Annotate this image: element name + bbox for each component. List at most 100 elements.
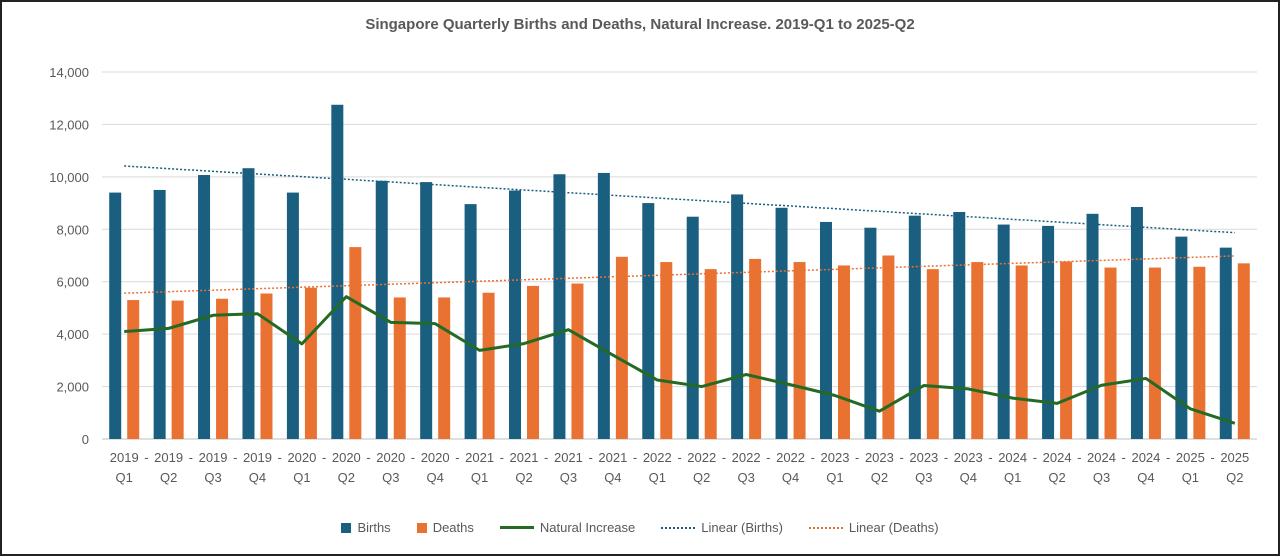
bar-deaths: [615, 256, 628, 439]
x-tick-label: 2022: [732, 450, 761, 465]
bar-deaths: [749, 258, 762, 439]
bar-deaths: [527, 285, 540, 439]
legend-label: Linear (Deaths): [848, 520, 939, 535]
x-tick-separator: -: [322, 450, 326, 465]
bar-births: [775, 207, 788, 439]
x-tick-separator: -: [411, 450, 415, 465]
bar-deaths: [1148, 267, 1161, 439]
legend-label: Deaths: [432, 520, 474, 535]
bar-births: [1175, 236, 1188, 439]
bar-births: [331, 104, 344, 440]
line-natural-increase: [124, 295, 1236, 425]
x-tick-label: 2024: [1087, 450, 1116, 465]
x-tick-separator: -: [189, 450, 193, 465]
bar-births: [597, 172, 610, 440]
bar-births: [420, 182, 433, 439]
legend-swatch: [661, 526, 696, 529]
legend-label: Births: [357, 520, 391, 535]
bar-deaths: [660, 262, 673, 439]
x-tick-label: 2023: [954, 450, 983, 465]
x-tick-label: 2020: [421, 450, 450, 465]
x-tick-separator: -: [899, 450, 903, 465]
bar-deaths: [393, 297, 406, 439]
bar-births: [464, 204, 477, 439]
bar-deaths: [926, 269, 939, 439]
x-tick-separator: -: [722, 450, 726, 465]
x-tick-separator: -: [1077, 450, 1081, 465]
x-tick-label: Q2: [338, 470, 355, 485]
x-tick-separator: -: [278, 450, 282, 465]
x-tick-label: 2019: [110, 450, 139, 465]
bar-births: [1042, 225, 1055, 439]
x-tick-label: Q1: [293, 470, 310, 485]
bar-deaths: [216, 298, 229, 439]
x-tick-label: Q3: [737, 470, 754, 485]
x-tick-label: Q1: [1182, 470, 1199, 485]
bar-deaths: [882, 255, 895, 439]
x-tick-label: 2025: [1220, 450, 1249, 465]
legend-item: Deaths: [416, 520, 474, 535]
y-tick-label: 6,000: [56, 275, 89, 290]
bar-deaths: [171, 300, 184, 439]
bar-deaths: [127, 300, 140, 439]
legend-item: Natural Increase: [499, 520, 635, 535]
legend-item: Births: [341, 520, 391, 535]
legend-item: Linear (Deaths): [808, 520, 939, 535]
x-tick-label: Q1: [649, 470, 666, 485]
bar-births: [642, 203, 655, 439]
x-tick-label: 2025: [1176, 450, 1205, 465]
legend-swatch: [341, 522, 352, 533]
bar-deaths: [704, 269, 717, 439]
y-tick-label: 4,000: [56, 327, 89, 342]
bar-deaths: [482, 292, 495, 439]
x-tick-label: Q3: [382, 470, 399, 485]
legend-label: Linear (Births): [701, 520, 783, 535]
bar-births: [553, 174, 566, 439]
x-tick-label: Q1: [1004, 470, 1021, 485]
y-tick-label: 0: [82, 432, 89, 447]
x-tick-label: 2022: [776, 450, 805, 465]
y-tick-label: 10,000: [49, 170, 89, 185]
x-tick-separator: -: [1033, 450, 1037, 465]
legend: Births Deaths Natural Increase Linear (Birt…: [2, 520, 1278, 535]
legend-swatch: [808, 526, 843, 529]
x-tick-separator: -: [233, 450, 237, 465]
x-tick-separator: -: [855, 450, 859, 465]
trendline-deaths: [124, 255, 1235, 294]
x-tick-label: Q1: [471, 470, 488, 485]
bar-births: [153, 189, 166, 439]
x-tick-label: 2021: [465, 450, 494, 465]
bar-births: [286, 192, 299, 439]
bar-births: [198, 175, 211, 439]
x-tick-label: 2020: [376, 450, 405, 465]
x-tick-separator: -: [1210, 450, 1214, 465]
bar-births: [375, 180, 388, 439]
x-tick-label: 2021: [598, 450, 627, 465]
bar-deaths: [1104, 267, 1117, 439]
x-tick-separator: -: [944, 450, 948, 465]
y-tick-label: 8,000: [56, 222, 89, 237]
bar-births: [864, 227, 877, 439]
x-tick-label: Q4: [782, 470, 799, 485]
bar-births: [1219, 247, 1232, 439]
bar-deaths: [571, 283, 584, 439]
x-tick-separator: -: [455, 450, 459, 465]
x-tick-label: Q1: [826, 470, 843, 485]
x-tick-label: Q2: [515, 470, 532, 485]
bar-deaths: [260, 293, 273, 439]
x-tick-label: Q1: [116, 470, 133, 485]
x-tick-separator: -: [144, 450, 148, 465]
y-tick-label: 12,000: [49, 117, 89, 132]
x-tick-label: Q3: [560, 470, 577, 485]
x-tick-label: 2023: [909, 450, 938, 465]
bar-births: [1130, 207, 1143, 439]
bar-deaths: [1015, 265, 1028, 439]
bar-deaths: [1237, 263, 1250, 439]
bar-deaths: [793, 262, 806, 439]
bar-births: [509, 190, 522, 439]
bar-deaths: [349, 247, 362, 439]
bar-births: [953, 211, 966, 439]
bar-deaths: [1193, 266, 1206, 439]
x-tick-label: 2023: [865, 450, 894, 465]
